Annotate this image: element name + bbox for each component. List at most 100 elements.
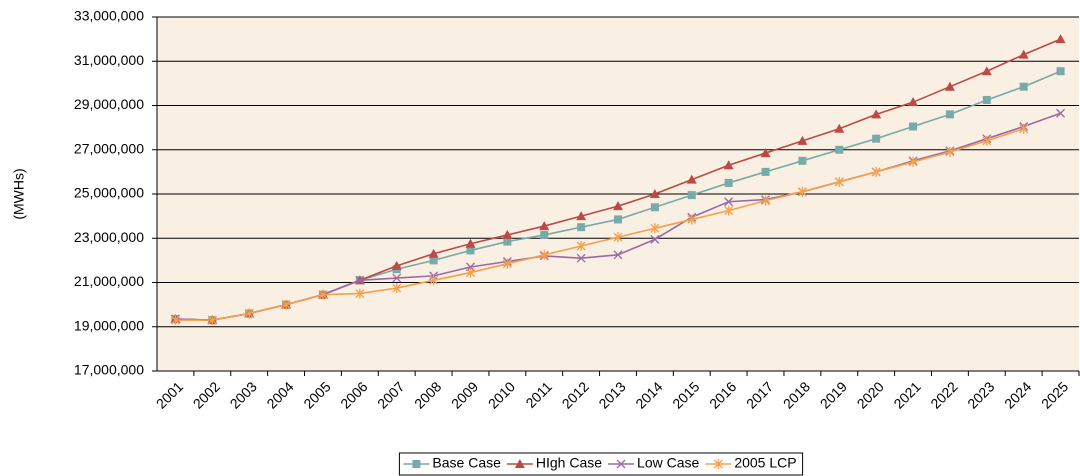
marker — [872, 134, 881, 143]
x-tick-label: 2005 — [300, 378, 333, 411]
marker — [577, 223, 586, 232]
marker — [429, 275, 439, 286]
marker — [318, 289, 328, 300]
marker — [713, 459, 723, 469]
y-tick-label: 17,000,000 — [74, 362, 144, 378]
marker — [412, 460, 421, 468]
x-tick-label: 2010 — [485, 378, 518, 411]
marker — [798, 156, 807, 165]
marker — [982, 135, 992, 146]
marker — [502, 258, 512, 269]
marker — [613, 250, 623, 260]
marker — [616, 459, 626, 469]
marker — [392, 273, 402, 283]
marker — [503, 237, 512, 246]
x-tick-label: 2025 — [1038, 378, 1071, 411]
marker — [908, 156, 918, 167]
x-tick-label: 2009 — [448, 378, 481, 411]
marker — [391, 260, 402, 270]
marker — [871, 166, 881, 177]
marker — [502, 229, 513, 239]
y-tick-label: 33,000,000 — [74, 8, 144, 24]
x-tick-label: 2001 — [153, 378, 186, 411]
x-tick-label: 2002 — [190, 378, 223, 411]
marker — [465, 238, 476, 248]
x-tick-label: 2008 — [411, 378, 444, 411]
y-tick-label: 25,000,000 — [74, 185, 144, 201]
marker — [835, 145, 844, 154]
y-tick-label: 27,000,000 — [74, 140, 144, 156]
marker — [576, 211, 587, 221]
marker — [908, 97, 919, 107]
marker — [539, 221, 550, 231]
x-tick-label: 2024 — [1001, 378, 1034, 411]
marker — [540, 230, 549, 239]
marker — [650, 203, 659, 212]
y-tick-label: 19,000,000 — [74, 317, 144, 333]
marker — [650, 234, 660, 244]
marker — [944, 81, 955, 91]
marker — [1056, 108, 1066, 118]
marker — [613, 232, 623, 243]
marker — [834, 176, 844, 187]
marker — [1019, 123, 1029, 134]
x-tick-label: 2017 — [743, 378, 776, 411]
marker — [724, 178, 733, 187]
marker — [909, 122, 918, 131]
legend-label: Base Case — [432, 455, 501, 471]
marker — [871, 109, 882, 119]
x-tick-label: 2022 — [927, 378, 960, 411]
x-tick-label: 2015 — [669, 378, 702, 411]
x-tick-label: 2007 — [374, 378, 407, 411]
marker — [649, 189, 660, 198]
x-tick-label: 2006 — [337, 378, 370, 411]
marker — [355, 275, 365, 285]
marker — [613, 201, 623, 211]
y-tick-label: 23,000,000 — [74, 229, 144, 245]
legend-box — [398, 452, 804, 476]
x-tick-label: 2023 — [964, 378, 997, 411]
marker — [428, 248, 439, 258]
x-tick-label: 2019 — [817, 378, 850, 411]
x-tick-label: 2012 — [559, 378, 592, 411]
legend-label: Low Case — [637, 455, 699, 471]
y-tick-label: 29,000,000 — [74, 96, 144, 112]
marker — [466, 246, 475, 255]
marker — [614, 215, 622, 224]
legend-label: 2005 LCP — [734, 455, 796, 471]
marker — [207, 315, 217, 326]
marker — [1055, 34, 1066, 44]
x-tick-label: 2003 — [227, 378, 260, 411]
marker — [429, 256, 438, 265]
marker — [687, 214, 697, 225]
marker — [466, 267, 475, 278]
marker — [945, 146, 955, 157]
marker — [981, 66, 992, 76]
marker — [576, 240, 586, 251]
marker — [724, 197, 734, 207]
marker — [355, 288, 365, 299]
x-tick-label: 2020 — [854, 378, 887, 411]
x-tick-label: 2013 — [595, 378, 628, 411]
x-tick-label: 2014 — [632, 378, 665, 411]
marker — [686, 174, 697, 184]
marker — [760, 148, 771, 158]
marker — [576, 253, 586, 263]
x-tick-label: 2018 — [780, 378, 813, 411]
y-tick-label: 31,000,000 — [74, 52, 144, 68]
x-tick-label: 2004 — [263, 378, 296, 411]
marker — [687, 191, 696, 200]
marker — [1056, 67, 1065, 76]
legend-label: HIgh Case — [536, 455, 602, 471]
y-axis-label: (MWHs) — [11, 168, 27, 219]
marker — [650, 223, 660, 234]
marker — [797, 135, 808, 145]
marker — [834, 123, 845, 133]
marker — [244, 308, 254, 319]
x-tick-label: 2021 — [890, 378, 923, 411]
marker — [1019, 82, 1028, 91]
legend: Base Case HIgh Case Low Case 2005 LCP — [398, 452, 804, 476]
marker — [761, 167, 770, 176]
marker — [797, 186, 807, 197]
marker — [724, 205, 734, 216]
